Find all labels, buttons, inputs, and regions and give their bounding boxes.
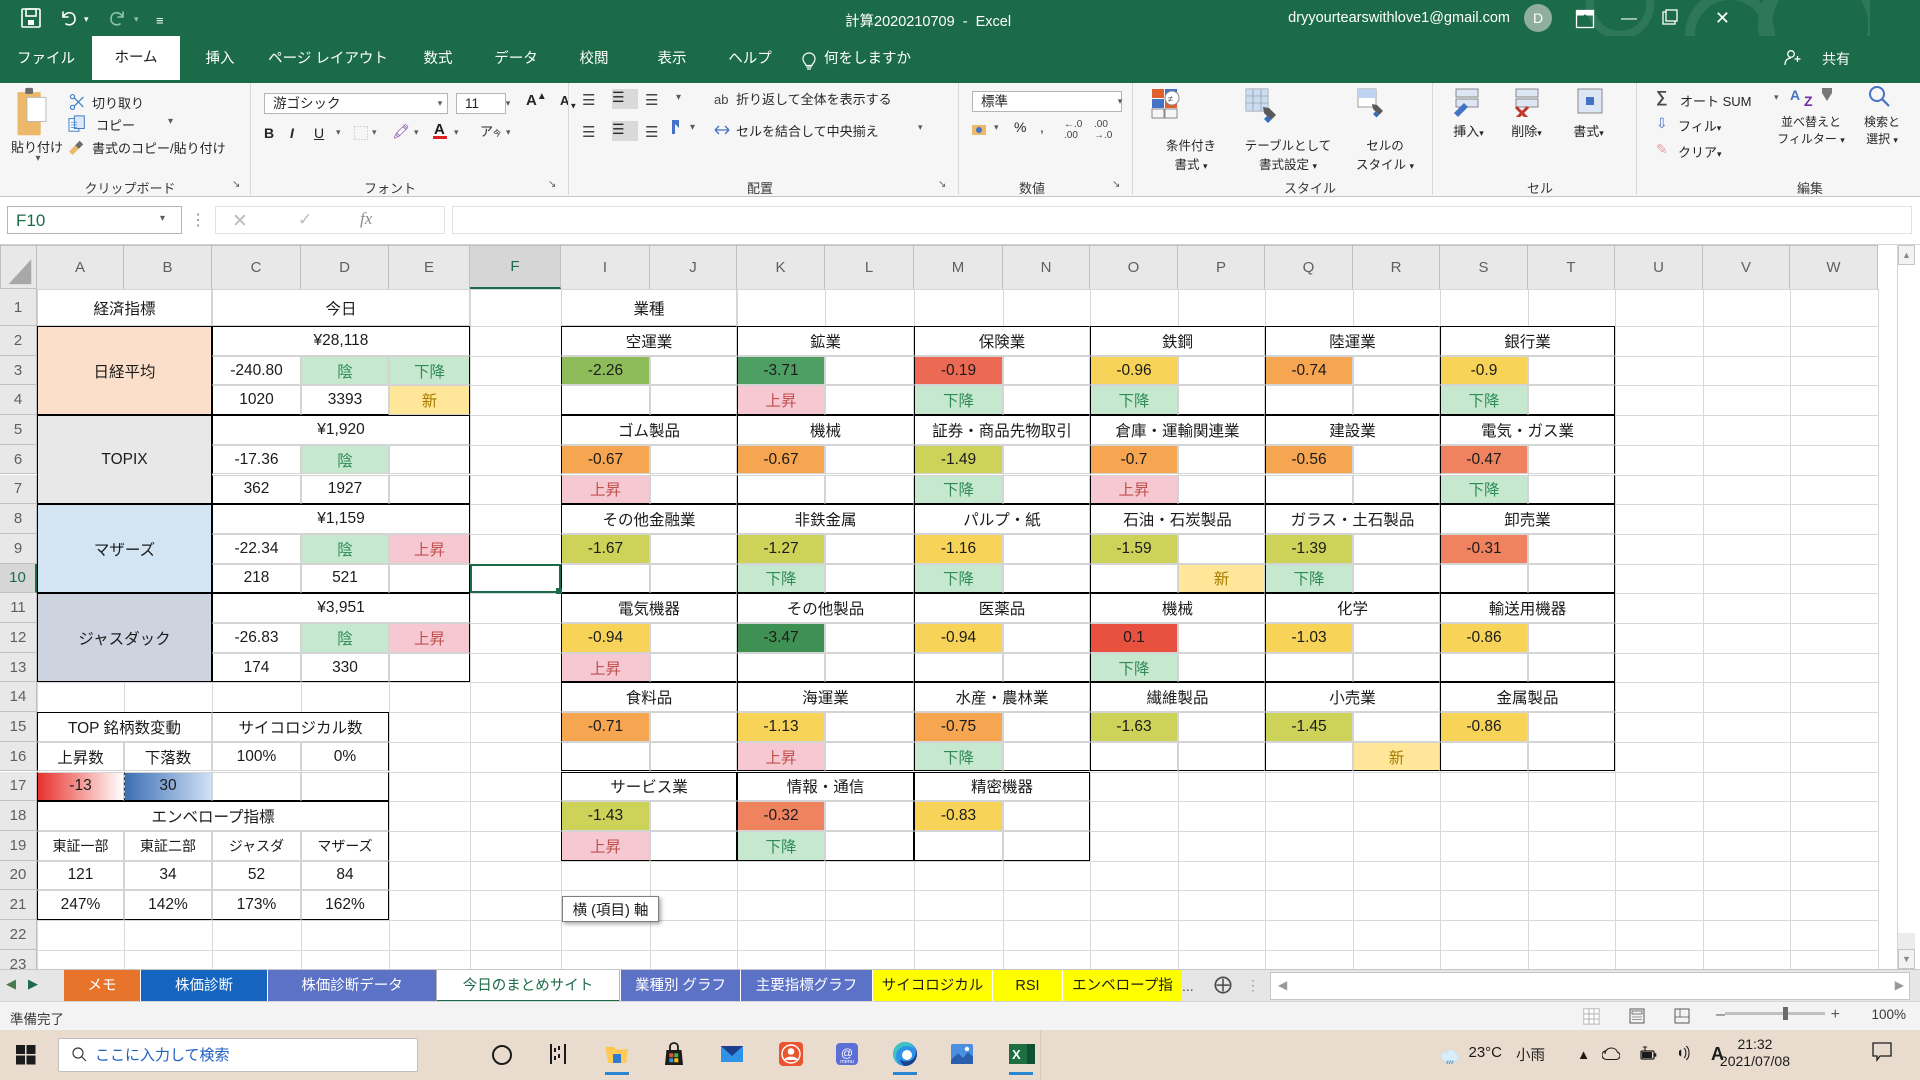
svg-text:≠: ≠ — [1168, 94, 1173, 104]
svg-text:menu: menu — [840, 1059, 854, 1065]
svg-text:X: X — [1012, 1047, 1021, 1062]
svg-text:ab: ab — [714, 92, 728, 107]
svg-text:@: @ — [841, 1046, 853, 1060]
